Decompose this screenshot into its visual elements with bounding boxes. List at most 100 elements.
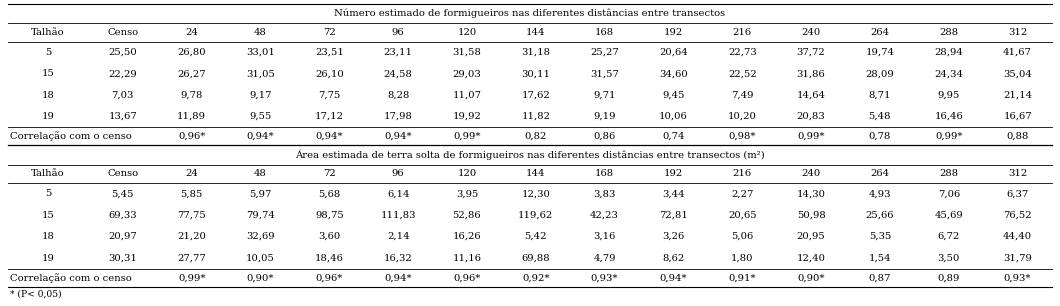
Text: 7,49: 7,49 bbox=[731, 91, 754, 100]
Text: 120: 120 bbox=[457, 28, 477, 37]
Text: 2,14: 2,14 bbox=[387, 232, 409, 241]
Text: 0,96*: 0,96* bbox=[316, 273, 343, 282]
Text: 3,95: 3,95 bbox=[456, 189, 478, 198]
Text: Número estimado de formigueiros nas diferentes distâncias entre transectos: Número estimado de formigueiros nas dife… bbox=[335, 9, 725, 18]
Text: 24,34: 24,34 bbox=[934, 69, 964, 78]
Text: 79,74: 79,74 bbox=[246, 211, 275, 220]
Text: 14,64: 14,64 bbox=[797, 91, 826, 100]
Text: Talhão: Talhão bbox=[32, 170, 65, 178]
Text: 7,75: 7,75 bbox=[318, 91, 340, 100]
Text: 22,29: 22,29 bbox=[108, 69, 137, 78]
Text: 11,16: 11,16 bbox=[453, 254, 481, 263]
Text: 168: 168 bbox=[595, 28, 614, 37]
Text: 0,94*: 0,94* bbox=[659, 273, 687, 282]
Text: 9,71: 9,71 bbox=[594, 91, 616, 100]
Text: 111,83: 111,83 bbox=[381, 211, 416, 220]
Text: 8,28: 8,28 bbox=[387, 91, 409, 100]
Text: 77,75: 77,75 bbox=[177, 211, 206, 220]
Text: 16,26: 16,26 bbox=[453, 232, 481, 241]
Text: 42,23: 42,23 bbox=[590, 211, 619, 220]
Text: 10,20: 10,20 bbox=[728, 112, 757, 121]
Text: 52,86: 52,86 bbox=[453, 211, 481, 220]
Text: 5,45: 5,45 bbox=[111, 189, 134, 198]
Text: 192: 192 bbox=[664, 170, 683, 178]
Text: 0,99*: 0,99* bbox=[935, 132, 962, 141]
Text: Censo: Censo bbox=[107, 170, 138, 178]
Text: 168: 168 bbox=[595, 170, 614, 178]
Text: 15: 15 bbox=[41, 69, 54, 78]
Text: 10,05: 10,05 bbox=[246, 254, 275, 263]
Text: 5,85: 5,85 bbox=[180, 189, 202, 198]
Text: 32,69: 32,69 bbox=[246, 232, 275, 241]
Text: 4,79: 4,79 bbox=[594, 254, 616, 263]
Text: 1,80: 1,80 bbox=[731, 254, 754, 263]
Text: 192: 192 bbox=[664, 28, 683, 37]
Text: 31,79: 31,79 bbox=[1003, 254, 1032, 263]
Text: 31,05: 31,05 bbox=[246, 69, 275, 78]
Text: 7,03: 7,03 bbox=[111, 91, 134, 100]
Text: 0,93*: 0,93* bbox=[590, 273, 618, 282]
Text: 26,80: 26,80 bbox=[177, 48, 206, 57]
Text: 20,64: 20,64 bbox=[659, 48, 688, 57]
Text: 25,27: 25,27 bbox=[590, 48, 619, 57]
Text: 37,72: 37,72 bbox=[797, 48, 826, 57]
Text: 119,62: 119,62 bbox=[518, 211, 553, 220]
Text: 16,67: 16,67 bbox=[1003, 112, 1031, 121]
Text: 0,99*: 0,99* bbox=[178, 273, 206, 282]
Text: 18,46: 18,46 bbox=[315, 254, 343, 263]
Text: 29,03: 29,03 bbox=[453, 69, 481, 78]
Text: 24: 24 bbox=[186, 170, 198, 178]
Text: Correlação com o censo: Correlação com o censo bbox=[10, 273, 131, 283]
Text: 9,17: 9,17 bbox=[249, 91, 271, 100]
Text: 8,62: 8,62 bbox=[662, 254, 685, 263]
Text: Área estimada de terra solta de formigueiros nas diferentes distâncias entre tra: Área estimada de terra solta de formigue… bbox=[295, 150, 765, 160]
Text: 25,50: 25,50 bbox=[108, 48, 137, 57]
Text: 9,45: 9,45 bbox=[662, 91, 685, 100]
Text: 16,46: 16,46 bbox=[934, 112, 964, 121]
Text: 27,77: 27,77 bbox=[177, 254, 206, 263]
Text: 4,93: 4,93 bbox=[869, 189, 891, 198]
Text: 0,96*: 0,96* bbox=[178, 132, 206, 141]
Text: 0,87: 0,87 bbox=[869, 273, 891, 282]
Text: 2,27: 2,27 bbox=[731, 189, 754, 198]
Text: Censo: Censo bbox=[107, 28, 138, 37]
Text: 20,65: 20,65 bbox=[728, 211, 757, 220]
Text: 0,82: 0,82 bbox=[525, 132, 547, 141]
Text: 312: 312 bbox=[1008, 170, 1027, 178]
Text: 13,67: 13,67 bbox=[108, 112, 137, 121]
Text: 30,31: 30,31 bbox=[108, 254, 137, 263]
Text: 12,40: 12,40 bbox=[797, 254, 826, 263]
Text: 0,93*: 0,93* bbox=[1004, 273, 1031, 282]
Text: 30,11: 30,11 bbox=[522, 69, 550, 78]
Text: 69,33: 69,33 bbox=[108, 211, 137, 220]
Text: 0,90*: 0,90* bbox=[247, 273, 275, 282]
Text: 24: 24 bbox=[186, 28, 198, 37]
Text: 240: 240 bbox=[801, 28, 820, 37]
Text: 14,30: 14,30 bbox=[797, 189, 826, 198]
Text: 96: 96 bbox=[392, 170, 405, 178]
Text: 0,94*: 0,94* bbox=[247, 132, 275, 141]
Text: 0,74: 0,74 bbox=[662, 132, 685, 141]
Text: 288: 288 bbox=[939, 28, 958, 37]
Text: 0,94*: 0,94* bbox=[316, 132, 343, 141]
Text: 19: 19 bbox=[41, 112, 54, 121]
Text: Talhão: Talhão bbox=[32, 28, 65, 37]
Text: 96: 96 bbox=[392, 28, 405, 37]
Text: 3,60: 3,60 bbox=[318, 232, 340, 241]
Text: 6,37: 6,37 bbox=[1006, 189, 1028, 198]
Text: 216: 216 bbox=[732, 28, 752, 37]
Text: 0,89: 0,89 bbox=[938, 273, 960, 282]
Text: 17,62: 17,62 bbox=[522, 91, 550, 100]
Text: 19: 19 bbox=[41, 254, 54, 263]
Text: 16,32: 16,32 bbox=[384, 254, 412, 263]
Text: 35,04: 35,04 bbox=[1003, 69, 1032, 78]
Text: 11,07: 11,07 bbox=[453, 91, 481, 100]
Text: 3,16: 3,16 bbox=[594, 232, 616, 241]
Text: 9,78: 9,78 bbox=[180, 91, 202, 100]
Text: 9,55: 9,55 bbox=[249, 112, 271, 121]
Text: 10,06: 10,06 bbox=[659, 112, 688, 121]
Text: 5,68: 5,68 bbox=[318, 189, 340, 198]
Text: 11,89: 11,89 bbox=[177, 112, 206, 121]
Text: 5,06: 5,06 bbox=[731, 232, 754, 241]
Text: 12,30: 12,30 bbox=[522, 189, 550, 198]
